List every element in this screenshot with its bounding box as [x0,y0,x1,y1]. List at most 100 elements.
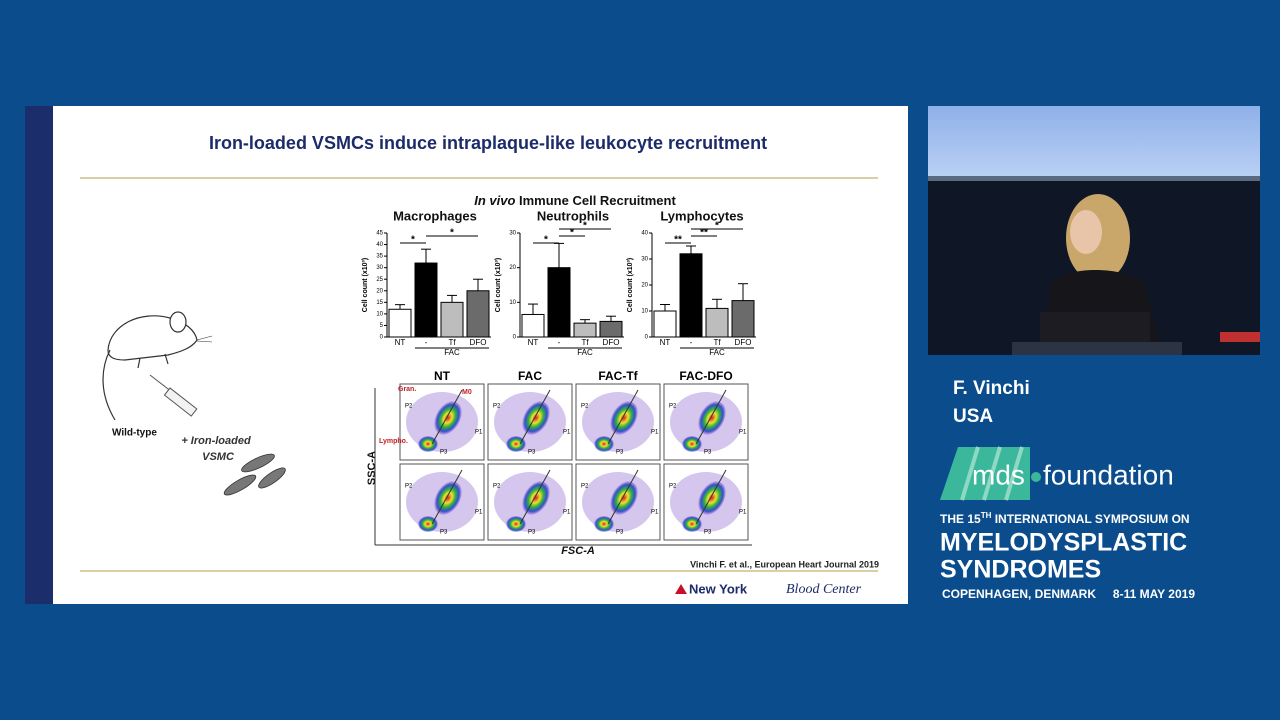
sig-label: * [583,221,587,232]
population-label: Lympho. [379,438,408,445]
y-tick-label: 40 [641,231,648,237]
chart-title: Neutrophils [537,208,609,223]
flow-blob [682,516,702,532]
logo-mark [675,584,687,594]
speaker-figure [1012,194,1260,355]
flow-gate [431,469,463,525]
y-tick-label: 0 [513,335,517,341]
y-tick-label: 0 [380,335,384,341]
chart-title: Macrophages [393,208,477,223]
y-tick-label: 20 [376,288,383,294]
panel-heading: In vivo Immune Cell Recruitment [474,193,676,208]
group-label: FAC [577,348,593,357]
event-dates: 8-11 MAY 2019 [1113,587,1195,601]
event-city: COPENHAGEN, DENMARK [942,587,1096,601]
heading: Immune Cell Recruitment [519,193,676,208]
y-tick-label: 20 [641,283,648,289]
flow-gate [431,389,463,445]
flow-blob [594,516,614,532]
bar [440,301,464,338]
event-line1-post: INTERNATIONAL SYMPOSIUM ON [991,512,1189,526]
y-tick-label: 35 [376,254,383,260]
gate-label: P3 [440,530,448,536]
injection-label: + Iron-loaded [181,435,251,447]
flow-blob [698,401,726,435]
gate-label: P2 [405,484,413,490]
flow-blob [594,436,614,452]
event-title: MYELODYSPLASTIC [940,529,1187,557]
gate-label: P2 [493,484,501,490]
flow-blob [434,401,462,435]
flow-gate [607,389,639,445]
bar [599,320,623,338]
sig-label: * [450,228,454,239]
flow-gate [519,389,551,445]
flow-blob [506,436,526,452]
gate-label: P1 [739,430,747,436]
chart-title: Lymphocytes [660,208,743,223]
gate-label: P2 [581,484,589,490]
y-tick-label: 25 [376,277,383,283]
speaker-name: F. Vinchi [953,378,1030,399]
group-label: FAC [709,348,725,357]
x-tick-label: DFO [470,338,487,347]
x-tick-label: Tf [581,338,589,347]
y-axis-label: Cell count (x10³) [362,258,369,312]
flow-gate [695,389,727,445]
bar [521,313,545,338]
x-tick-label: - [690,338,693,347]
gate-label: P2 [493,404,501,410]
bar [731,300,755,338]
bar [388,308,412,338]
mouse [102,311,213,421]
bar [573,322,597,338]
sig-label: * [411,235,415,246]
flow-blob [610,401,638,435]
flow-column-label: FAC-DFO [679,369,732,383]
injection-label: VSMC [202,451,235,463]
x-tick-label: - [558,338,561,347]
mouse-label: Wild-type [112,428,157,439]
flow-blob [682,436,702,452]
video-edge [928,176,1260,181]
x-tick-label: Tf [448,338,456,347]
bar [414,262,438,338]
speaker-country: USA [953,406,993,427]
gate-label: P1 [475,510,483,516]
flow-blob [418,516,438,532]
sig-label: ** [674,235,682,246]
y-axis-label: Cell count (x10³) [495,258,502,312]
flow-y-label: SSC-A [366,451,378,485]
event-line: THE 15TH INTERNATIONAL SYMPOSIUM ON [940,511,1190,526]
x-tick-label: DFO [603,338,620,347]
syringe [149,374,198,417]
gate-label: P2 [405,404,413,410]
flow-blob [698,481,726,515]
y-tick-label: 10 [509,300,516,306]
y-tick-label: 10 [376,311,383,317]
gate-label: P3 [616,450,624,456]
sig-label: * [570,228,574,239]
y-tick-label: 10 [641,309,648,315]
gate-label: P3 [704,530,712,536]
bar [705,307,729,338]
flow-blob [522,401,550,435]
gate-label: P1 [563,430,571,436]
gate-label: P1 [475,430,483,436]
bar [547,267,571,338]
y-tick-label: 15 [376,300,383,306]
gate-label: P3 [440,450,448,456]
mds-logo-mark [940,446,1030,501]
logo-dot [1031,472,1041,482]
sig-label: * [715,221,719,232]
x-tick-label: - [425,338,428,347]
flow-gate [607,469,639,525]
logo-brand: New York [689,581,748,596]
flow-blob [506,516,526,532]
y-tick-label: 30 [641,257,648,263]
flow-blob [610,481,638,515]
flow-gate [695,469,727,525]
y-tick-label: 30 [509,231,516,237]
y-tick-label: 40 [376,242,383,248]
sig-label: * [544,235,548,246]
